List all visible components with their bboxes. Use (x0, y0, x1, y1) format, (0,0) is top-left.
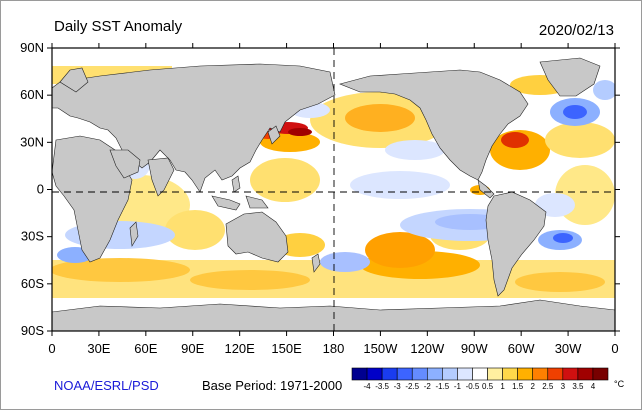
warm-patch (52, 258, 190, 282)
greenland (539, 57, 601, 97)
data-credit: NOAA/ESRL/PSD (54, 378, 159, 393)
colorbar-segment (502, 367, 518, 381)
lon-tick-label: 0 (48, 341, 55, 356)
madagascar (129, 221, 139, 247)
lon-tick-label: 90W (461, 341, 488, 356)
anomaly-patches (52, 66, 615, 298)
colorbar-segment (472, 367, 488, 381)
warm-patch (250, 158, 320, 202)
cool-patch (385, 140, 445, 160)
colorbar-segment (366, 367, 383, 381)
warm-patch (190, 270, 310, 290)
warm-patch (345, 104, 415, 132)
longitude-axis: 0 30E 60E 90E 120E 150E 180 150W 120W 90W 60W 30W 0 (48, 43, 619, 356)
lon-tick-label: 150W (363, 341, 398, 356)
lon-tick-label: 30E (87, 341, 110, 356)
colorbar-label: -4 (363, 382, 371, 391)
warm-patch (288, 128, 312, 136)
antarctica (52, 299, 615, 331)
lat-tick-label: 90S (21, 323, 44, 338)
new-zealand (311, 253, 321, 273)
colorbar-segment (517, 367, 534, 381)
lat-tick-label: 30S (21, 229, 44, 244)
cool-patch (553, 233, 573, 243)
lon-tick-label: 0 (611, 341, 618, 356)
colorbar-segment (381, 367, 398, 381)
colorbar-label: 3 (561, 382, 566, 391)
lon-tick-label: 150E (271, 341, 302, 356)
lon-tick-label: 90E (181, 341, 204, 356)
lat-tick-label: 60S (21, 276, 44, 291)
lat-tick-label: 30N (20, 134, 44, 149)
colorbar-label: 1.5 (512, 382, 524, 391)
colorbar-label: -0.5 (466, 382, 480, 391)
map-date: 2020/02/13 (538, 22, 614, 39)
lat-tick-label: 0 (37, 182, 44, 197)
land-masses (52, 57, 615, 331)
india (147, 157, 175, 197)
colorbar-label: -3.5 (375, 382, 389, 391)
warm-patch (165, 210, 225, 250)
colorbar-segment (411, 367, 428, 381)
warm-patch (545, 122, 615, 158)
map-title: Daily SST Anomaly (54, 18, 183, 35)
colorbar-label: 1 (500, 382, 505, 391)
colorbar-segment (487, 367, 503, 381)
colorbar-label: 2.5 (542, 382, 554, 391)
cool-patch (350, 171, 450, 199)
north-america (339, 69, 529, 181)
colorbar-label: 2 (530, 382, 535, 391)
colorbar-unit: °C (614, 379, 625, 389)
colorbar-label: -1.5 (435, 382, 449, 391)
cool-patch (320, 252, 370, 272)
colorbar-segment (547, 367, 564, 381)
latitude-axis: 90N 60N 30N 0 30S 60S 90S (20, 40, 620, 338)
colorbar-segment (457, 367, 473, 381)
colorbar-label: -1 (454, 382, 462, 391)
africa (52, 135, 133, 263)
lat-tick-label: 90N (20, 40, 44, 55)
colorbar-label: -2.5 (405, 382, 419, 391)
colorbar-segment (562, 367, 579, 381)
colorbar-label: 0.5 (482, 382, 494, 391)
lon-tick-label: 30W (555, 341, 582, 356)
colorbar-segment (592, 367, 609, 381)
eurasia (52, 63, 336, 193)
philippines (231, 175, 241, 193)
arabia (109, 149, 141, 179)
australia (225, 211, 289, 263)
south-america (485, 191, 547, 297)
colorbar-label: -2 (424, 382, 432, 391)
lon-tick-label: 60W (508, 341, 535, 356)
colorbar-segment (426, 367, 443, 381)
lon-tick-label: 180 (323, 341, 345, 356)
colorbar-label: 4 (591, 382, 596, 391)
lon-tick-label: 60E (134, 341, 157, 356)
lon-tick-label: 120E (224, 341, 255, 356)
cool-patch (563, 105, 587, 119)
colorbar-segment (532, 367, 549, 381)
colorbar-segment (442, 367, 458, 381)
colorbar-label: 3.5 (572, 382, 584, 391)
lat-tick-label: 60N (20, 87, 44, 102)
warm-patch (365, 232, 435, 268)
colorbar-segment (577, 367, 594, 381)
warm-patch (515, 272, 605, 292)
colorbar-segment (351, 367, 368, 381)
colorbar-label: -3 (394, 382, 402, 391)
cool-patch (593, 80, 615, 100)
indonesia (211, 195, 241, 211)
scandinavia (59, 67, 89, 93)
map-plot-area (52, 48, 615, 331)
new-guinea (245, 195, 269, 209)
central-america (477, 179, 495, 199)
colorbar: -4 -3.5 -3 -2.5 -2 -1.5 -1 -0.5 0.5 1 1.5 2 2.5 3 3.5 4… (351, 367, 625, 391)
lon-tick-label: 120W (410, 341, 445, 356)
colorbar-segment (396, 367, 413, 381)
warm-patch (501, 132, 529, 148)
base-period: Base Period: 1971-2000 (202, 378, 343, 393)
japan (267, 125, 281, 145)
